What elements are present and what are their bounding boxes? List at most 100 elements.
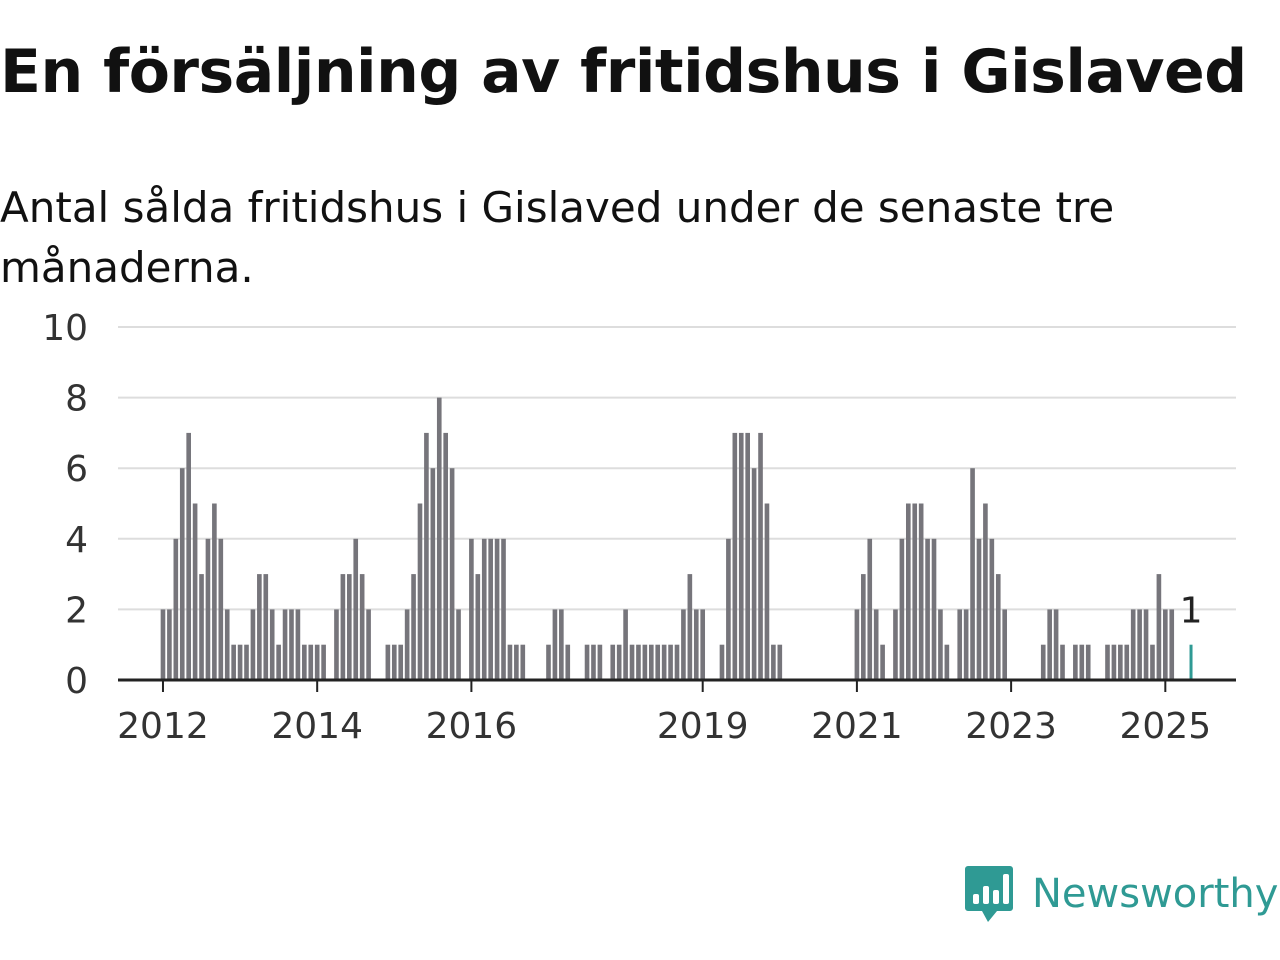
bar — [430, 468, 436, 680]
y-tick-label: 4 — [65, 520, 88, 561]
bar — [854, 609, 860, 680]
y-tick-label: 8 — [65, 379, 88, 420]
bar — [334, 609, 339, 680]
bar — [989, 538, 995, 680]
bar — [314, 644, 320, 680]
bar — [719, 644, 725, 680]
gridlines — [118, 326, 1236, 611]
bar — [302, 644, 307, 680]
bar — [681, 609, 686, 680]
bar — [552, 609, 558, 680]
bar — [1111, 644, 1117, 680]
bar — [411, 574, 416, 680]
bar — [507, 644, 513, 680]
x-tick-label: 2012 — [117, 706, 209, 747]
bar — [398, 644, 404, 680]
bar — [957, 609, 963, 680]
bar — [899, 538, 905, 680]
bar — [263, 574, 269, 680]
bar — [546, 644, 551, 680]
bar — [289, 609, 294, 680]
bar — [648, 644, 654, 680]
bar — [269, 609, 275, 680]
bar — [488, 538, 493, 680]
bar — [276, 644, 281, 680]
bar — [391, 644, 397, 680]
bar — [1163, 609, 1168, 680]
bar — [1085, 644, 1091, 680]
bar — [1053, 609, 1059, 680]
bar — [449, 468, 455, 680]
x-tick-label: 2025 — [1120, 706, 1212, 747]
bar — [167, 609, 172, 680]
bar — [346, 574, 352, 680]
bar — [282, 609, 288, 680]
bar — [693, 609, 699, 680]
bar — [1150, 644, 1155, 680]
bar — [231, 644, 236, 680]
bar — [295, 609, 301, 680]
bars — [160, 397, 1193, 680]
bar — [475, 574, 481, 680]
bar — [1040, 644, 1046, 680]
bar — [353, 538, 359, 680]
brand-logo: Newsworthy — [964, 862, 1278, 926]
bar — [591, 644, 596, 680]
bar — [1169, 609, 1175, 680]
bar — [661, 644, 667, 680]
bar — [443, 432, 449, 680]
bar — [732, 432, 738, 680]
bar — [629, 644, 635, 680]
bar — [224, 609, 230, 680]
bar — [1047, 609, 1052, 680]
bar — [192, 503, 198, 680]
bar — [616, 644, 622, 680]
bar — [501, 538, 506, 680]
bar — [970, 468, 975, 680]
bar — [931, 538, 937, 680]
bar — [777, 644, 783, 680]
bar — [456, 609, 461, 680]
bar — [610, 644, 616, 680]
bar — [359, 574, 365, 680]
bar — [366, 609, 371, 680]
data-label: 1 — [1180, 591, 1203, 632]
bar — [938, 609, 943, 680]
bar — [597, 644, 603, 680]
bar — [976, 538, 982, 680]
x-tick-label: 2023 — [965, 706, 1057, 747]
y-tick-label: 6 — [65, 449, 88, 490]
bar — [642, 644, 648, 680]
bar — [494, 538, 500, 680]
bar — [514, 644, 519, 680]
bar — [893, 609, 898, 680]
bar — [1002, 609, 1008, 680]
y-tick-label: 10 — [42, 308, 88, 349]
bar — [1073, 644, 1078, 680]
bar — [1124, 644, 1130, 680]
bar — [758, 432, 763, 680]
bar — [655, 644, 661, 680]
bar — [257, 574, 262, 680]
bar — [861, 574, 866, 680]
bar — [1105, 644, 1110, 680]
bar — [623, 609, 628, 680]
bar — [963, 609, 969, 680]
bar — [700, 609, 706, 680]
bar — [918, 503, 924, 680]
bar — [1143, 609, 1149, 680]
bar — [481, 538, 487, 680]
bar — [520, 644, 526, 680]
bar — [237, 644, 243, 680]
bar — [321, 644, 326, 680]
bar — [559, 609, 564, 680]
bar — [340, 574, 346, 680]
y-axis-ticks: 0 2 4 6 8 10 — [42, 308, 88, 702]
bar — [726, 538, 731, 680]
bar — [469, 538, 474, 680]
bar-highlight — [1189, 644, 1193, 680]
bar — [1079, 644, 1085, 680]
bar — [404, 609, 410, 680]
bar — [687, 574, 693, 680]
bar — [873, 609, 879, 680]
